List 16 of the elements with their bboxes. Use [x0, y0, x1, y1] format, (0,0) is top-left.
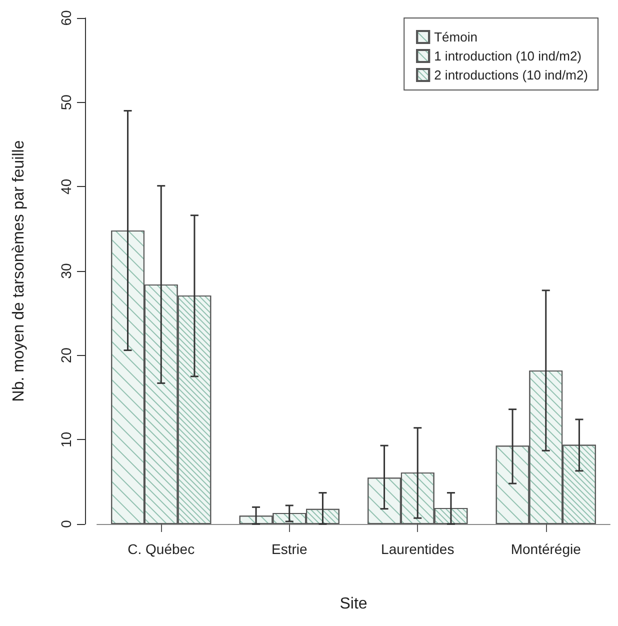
x-axis-title: Site	[340, 596, 368, 612]
x-tick-label: Estrie	[271, 541, 308, 557]
y-tick-label: 40	[58, 178, 74, 194]
y-tick-label: 50	[58, 94, 74, 110]
y-tick-label: 30	[58, 263, 74, 279]
legend-label: Témoin	[434, 30, 478, 44]
legend-label: 1 introduction (10 ind/m2)	[434, 48, 582, 64]
y-tick-label: 60	[58, 10, 74, 26]
y-tick-label: 0	[58, 520, 74, 528]
y-axis-title: Nb. moyen de tarsonèmes par feuille	[10, 140, 28, 402]
y-tick-label: 10	[58, 432, 74, 448]
y-tick-label: 20	[58, 347, 74, 364]
x-tick-label: Montérégie	[510, 541, 582, 557]
x-tick-label: Laurentides	[381, 541, 454, 557]
x-tick-label: C. Québec	[128, 541, 195, 557]
legend-label: 2 introductions (10 ind/m2)	[434, 68, 588, 82]
